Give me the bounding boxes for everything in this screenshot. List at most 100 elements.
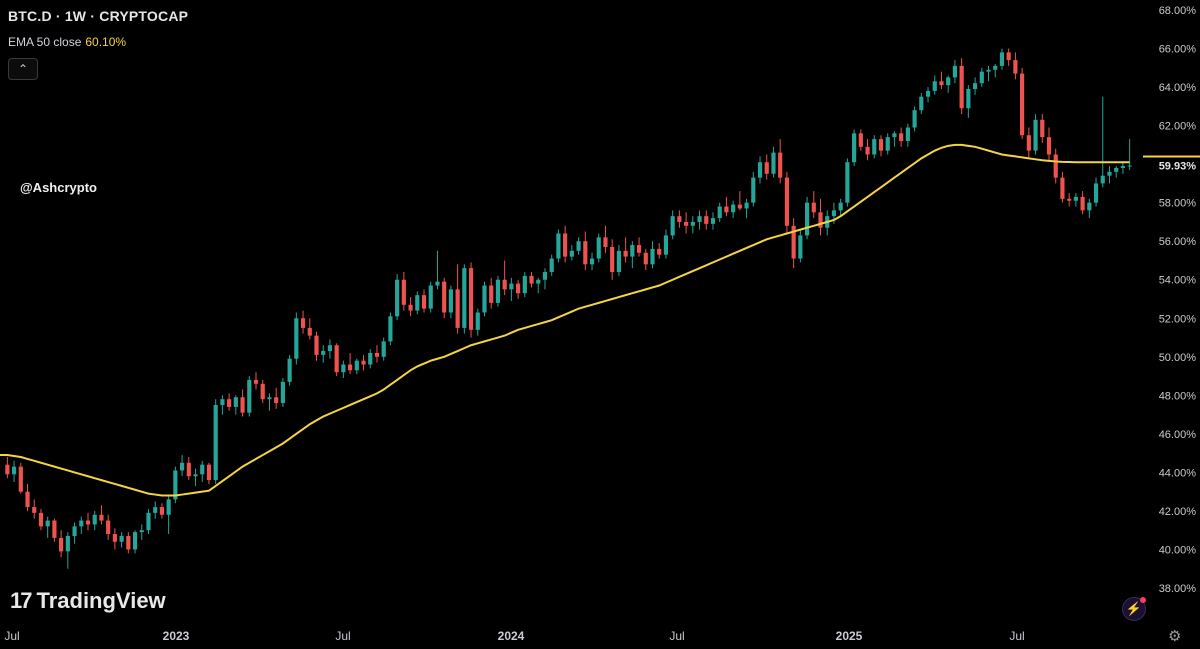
candle bbox=[11, 460, 17, 483]
candle bbox=[1100, 96, 1105, 188]
candle bbox=[468, 262, 474, 338]
candle bbox=[428, 281, 433, 313]
alert-button[interactable]: ⚡ bbox=[1122, 597, 1146, 621]
candle-body bbox=[368, 352, 373, 365]
candle bbox=[59, 530, 64, 558]
candle-body bbox=[139, 530, 144, 533]
y-tick-label: 50.00% bbox=[1159, 352, 1197, 364]
candle-body bbox=[220, 399, 225, 405]
candle-body bbox=[327, 345, 333, 352]
candle bbox=[213, 399, 218, 484]
y-tick-label: 52.00% bbox=[1159, 313, 1197, 325]
candle-body bbox=[442, 281, 447, 313]
candle bbox=[852, 129, 857, 167]
candle-body bbox=[999, 52, 1005, 66]
candle-body bbox=[925, 90, 931, 97]
candle bbox=[92, 510, 97, 531]
candle bbox=[872, 135, 877, 159]
candle-body bbox=[1067, 198, 1072, 201]
x-tick-label: 2024 bbox=[498, 629, 525, 643]
candle-body bbox=[381, 341, 386, 357]
current-price-label: 59.93% bbox=[1159, 160, 1197, 172]
candle-body bbox=[401, 279, 406, 305]
gear-icon[interactable]: ⚙ bbox=[1168, 628, 1182, 645]
candle-body bbox=[388, 316, 393, 342]
candle bbox=[778, 139, 783, 184]
candle bbox=[838, 198, 843, 217]
candle bbox=[79, 516, 84, 535]
candle bbox=[408, 297, 413, 317]
candle-body bbox=[959, 65, 964, 109]
y-tick-label: 58.00% bbox=[1159, 198, 1197, 210]
symbol-title[interactable]: BTC.D · 1W · CRYPTOCAP bbox=[8, 8, 189, 24]
ema-layer bbox=[0, 143, 1130, 497]
candle-body bbox=[307, 327, 312, 336]
candle bbox=[576, 237, 581, 255]
candle-body bbox=[784, 177, 789, 226]
candle-body bbox=[233, 397, 238, 407]
price-axis[interactable]: 68.00% 66.00% 64.00% 62.00% 58.00% 56.00% 54.0… bbox=[1143, 5, 1200, 595]
candle-body bbox=[878, 139, 884, 151]
candle-body bbox=[489, 285, 494, 303]
candle-body bbox=[697, 216, 702, 222]
candle bbox=[5, 456, 10, 479]
candle-body bbox=[932, 81, 937, 91]
candle bbox=[448, 285, 453, 319]
candle-body bbox=[408, 304, 413, 311]
candle bbox=[764, 154, 769, 180]
candle bbox=[1053, 148, 1058, 184]
candle bbox=[583, 231, 588, 271]
candle bbox=[630, 241, 635, 269]
candle bbox=[106, 514, 111, 540]
candle-body bbox=[892, 133, 897, 138]
y-tick-label: 38.00% bbox=[1159, 583, 1197, 595]
tradingview-logo[interactable]: 17 TradingView bbox=[10, 588, 166, 614]
candle-body bbox=[811, 202, 816, 213]
candle-body bbox=[65, 535, 70, 552]
candle-body bbox=[502, 279, 507, 290]
candle bbox=[233, 395, 238, 415]
candle bbox=[25, 483, 30, 511]
chevron-up-icon: ⌃ bbox=[17, 62, 29, 76]
candle-body bbox=[576, 241, 581, 251]
candle bbox=[341, 360, 346, 378]
x-tick-label: Jul bbox=[4, 629, 19, 643]
candle bbox=[489, 277, 494, 309]
candle-body bbox=[321, 351, 326, 355]
time-axis[interactable]: Jul 2023 Jul 2024 Jul 2025 Jul bbox=[4, 629, 1024, 643]
candle bbox=[354, 358, 359, 375]
candle-body bbox=[751, 177, 756, 203]
candle bbox=[85, 512, 91, 531]
x-tick-label: 2025 bbox=[836, 629, 863, 643]
candle-body bbox=[818, 212, 823, 228]
candle bbox=[334, 343, 339, 377]
ema-label: EMA 50 close bbox=[8, 35, 82, 49]
candle-body bbox=[778, 152, 783, 178]
candle bbox=[811, 191, 816, 219]
candle-body bbox=[354, 360, 359, 371]
candle-body bbox=[731, 204, 736, 213]
candle-body bbox=[193, 474, 198, 477]
candle bbox=[569, 245, 574, 261]
candle bbox=[1067, 193, 1072, 207]
tradingview-mark: 17 bbox=[10, 588, 33, 613]
candle bbox=[361, 354, 366, 371]
candle-body bbox=[542, 272, 548, 280]
collapse-legend-button[interactable]: ⌃ bbox=[8, 58, 38, 80]
candle bbox=[186, 456, 191, 481]
candle bbox=[253, 372, 259, 390]
candle bbox=[72, 522, 77, 544]
candle bbox=[589, 252, 595, 271]
ema-legend[interactable]: EMA 50 close 60.10% bbox=[8, 35, 126, 49]
candle bbox=[1040, 114, 1045, 143]
candle-body bbox=[395, 279, 400, 317]
candle-body bbox=[206, 464, 212, 481]
candle-body bbox=[92, 514, 97, 525]
candle-body bbox=[610, 246, 615, 273]
candle bbox=[374, 345, 380, 363]
candle bbox=[1127, 139, 1132, 170]
candle bbox=[146, 509, 151, 535]
candle-body bbox=[159, 507, 165, 515]
candle bbox=[670, 210, 675, 240]
